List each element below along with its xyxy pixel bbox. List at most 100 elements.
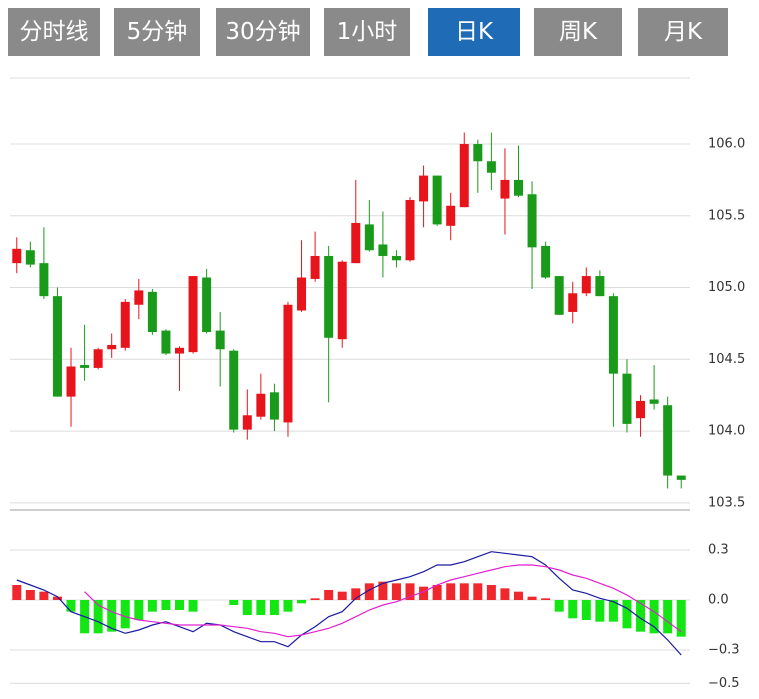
macd-bar bbox=[473, 583, 483, 600]
macd-bar bbox=[175, 600, 184, 610]
candle-body bbox=[39, 263, 49, 297]
macd-bar bbox=[527, 596, 537, 600]
macd-bar bbox=[568, 600, 578, 619]
macd-bar bbox=[107, 600, 117, 632]
y-tick-label: −0.3 bbox=[708, 643, 740, 658]
candle-body bbox=[324, 255, 334, 338]
candle-body bbox=[432, 175, 442, 225]
candle-body bbox=[500, 179, 510, 199]
candle-body bbox=[215, 330, 225, 350]
candle-body bbox=[25, 250, 35, 265]
macd-bar bbox=[554, 600, 564, 612]
macd-bar bbox=[188, 600, 198, 612]
y-tick-label: 104.0 bbox=[708, 424, 745, 439]
macd-bar bbox=[229, 600, 239, 605]
macd-bar bbox=[649, 600, 659, 634]
y-tick-label: 105.0 bbox=[708, 280, 745, 295]
candle-body bbox=[310, 255, 320, 279]
candle-body bbox=[134, 290, 144, 305]
macd-bar bbox=[269, 600, 279, 615]
tab[interactable]: 30分钟 bbox=[216, 8, 310, 56]
tab[interactable]: 月K bbox=[638, 8, 728, 56]
macd-bar bbox=[337, 591, 347, 600]
macd-bar bbox=[297, 600, 307, 604]
tab[interactable]: 分时线 bbox=[8, 8, 100, 56]
candle-body bbox=[202, 277, 212, 333]
macd-bar bbox=[364, 583, 374, 600]
macd-bar bbox=[432, 585, 442, 600]
macd-bar bbox=[39, 591, 49, 600]
macd-bar bbox=[161, 600, 171, 610]
candle-body bbox=[473, 144, 483, 162]
candle-body bbox=[459, 144, 469, 208]
candle-body bbox=[93, 349, 103, 368]
candle-body bbox=[595, 276, 605, 297]
macd-bar bbox=[608, 600, 618, 622]
macd-bar bbox=[581, 600, 591, 620]
candle-body bbox=[229, 350, 239, 430]
macd-line bbox=[16, 551, 682, 656]
candle-body bbox=[405, 199, 415, 261]
macd-bar bbox=[134, 600, 144, 620]
macd-bar bbox=[66, 600, 76, 612]
macd-line bbox=[84, 564, 682, 638]
y-tick-label: 105.5 bbox=[708, 208, 745, 223]
candle-body bbox=[622, 373, 632, 424]
macd-bar bbox=[52, 596, 62, 600]
candle-body bbox=[107, 344, 117, 350]
macd-bar bbox=[514, 591, 523, 600]
candle-body bbox=[188, 276, 198, 353]
macd-bar bbox=[622, 600, 632, 629]
candle-body bbox=[147, 291, 157, 333]
macd-bar bbox=[283, 600, 293, 612]
tab[interactable]: 日K bbox=[428, 8, 520, 56]
candle-body bbox=[676, 475, 686, 480]
tab[interactable]: 5分钟 bbox=[114, 8, 200, 56]
macd-bar bbox=[93, 600, 103, 634]
macd-bar bbox=[324, 590, 334, 600]
candle-body bbox=[283, 304, 293, 423]
macd-bar bbox=[595, 600, 605, 622]
candle-body bbox=[527, 194, 537, 248]
y-tick-label: −0.5 bbox=[708, 676, 740, 691]
candle-body bbox=[364, 224, 374, 251]
y-tick-label: 0.3 bbox=[708, 543, 729, 558]
macd-bar bbox=[147, 600, 157, 612]
candle-body bbox=[52, 296, 62, 397]
candle-body bbox=[256, 393, 266, 417]
macd-bar bbox=[12, 585, 22, 600]
macd-bar bbox=[486, 585, 496, 600]
candle-body bbox=[649, 399, 659, 404]
candle-body bbox=[80, 365, 90, 368]
tab[interactable]: 周K bbox=[534, 8, 622, 56]
macd-bar bbox=[405, 583, 415, 600]
macd-bar bbox=[310, 598, 320, 600]
macd-bar bbox=[663, 600, 673, 634]
tab[interactable]: 1小时 bbox=[324, 8, 410, 56]
candle-body bbox=[486, 161, 496, 173]
macd-bar bbox=[541, 598, 551, 600]
macd-bar bbox=[446, 583, 456, 600]
candle-body bbox=[541, 245, 551, 278]
candle-body bbox=[242, 415, 252, 430]
macd-bar bbox=[378, 581, 388, 600]
macd-bar bbox=[419, 586, 429, 600]
candle-body bbox=[636, 400, 646, 419]
candle-body bbox=[568, 293, 578, 312]
macd-bar bbox=[500, 588, 510, 600]
y-tick-label: 103.5 bbox=[708, 495, 745, 510]
macd-bar bbox=[391, 583, 401, 600]
candle-body bbox=[446, 205, 456, 226]
y-tick-label: 0.0 bbox=[708, 593, 729, 608]
macd-bar bbox=[25, 590, 35, 600]
candle-body bbox=[161, 330, 171, 354]
macd-bar bbox=[636, 600, 646, 632]
macd-bar bbox=[351, 588, 361, 600]
y-tick-label: 104.5 bbox=[708, 352, 745, 367]
candle-body bbox=[608, 296, 618, 374]
candle-body bbox=[581, 276, 591, 294]
candle-body bbox=[175, 347, 184, 354]
candle-body bbox=[66, 366, 76, 397]
